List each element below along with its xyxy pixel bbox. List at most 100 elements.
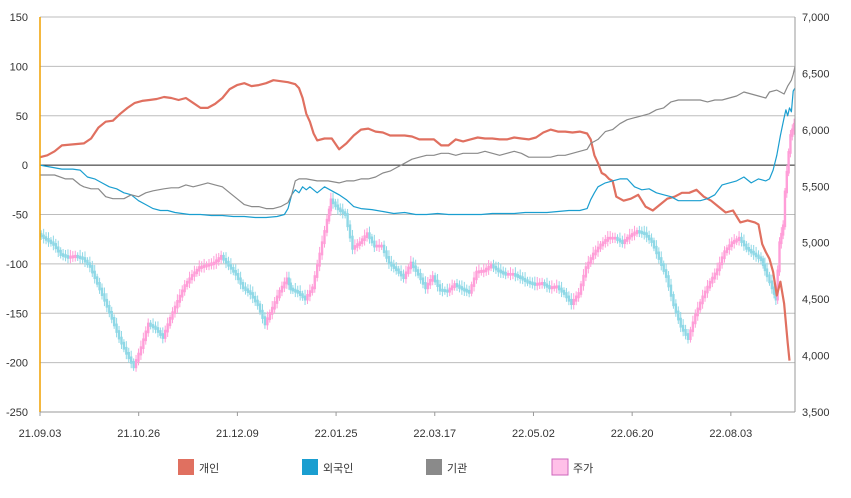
price-candle	[647, 234, 651, 241]
price-candle	[596, 246, 600, 253]
price-candle	[395, 266, 398, 272]
price-candle	[778, 241, 781, 273]
price-candle	[212, 261, 216, 266]
price-candle	[275, 295, 279, 304]
price-candle	[467, 289, 471, 294]
price-candle	[339, 207, 342, 213]
price-candle	[183, 284, 186, 293]
price-candle	[343, 211, 347, 216]
price-candle	[431, 275, 434, 282]
price-candle	[108, 304, 111, 314]
price-candle	[635, 230, 639, 235]
price-candle	[190, 274, 194, 281]
price-candle	[294, 288, 297, 293]
price-candle	[443, 289, 447, 293]
price-candle	[134, 359, 138, 369]
price-candle	[757, 254, 760, 260]
price-candle	[616, 236, 619, 242]
price-candle	[433, 275, 437, 283]
price-candle	[482, 269, 485, 273]
price-candle	[562, 289, 566, 295]
price-candle	[42, 234, 45, 239]
price-candles	[40, 118, 796, 372]
price-candle	[660, 257, 663, 266]
price-candle	[752, 250, 755, 256]
price-candle	[348, 224, 352, 239]
price-candle	[115, 323, 118, 333]
price-candle	[484, 267, 488, 273]
price-candle	[341, 209, 344, 214]
price-candle	[105, 298, 109, 308]
price-candle	[504, 271, 507, 276]
price-candle	[414, 265, 417, 272]
price-candle	[261, 309, 264, 319]
price-candle	[480, 269, 483, 274]
x-tick-label: 22.05.02	[512, 428, 555, 440]
y-right-tick-label: 6,500	[802, 68, 830, 80]
series-line-foreign	[39, 87, 796, 219]
price-candle	[402, 273, 405, 280]
price-candle	[407, 266, 410, 275]
x-tick-label: 21.12.09	[216, 428, 259, 440]
price-candle	[368, 232, 371, 240]
price-candle	[686, 333, 690, 340]
price-candle	[626, 236, 629, 242]
x-tick-label: 21.09.03	[19, 428, 62, 440]
axes: 150 100 50 0 -50 -100 -150 -200 -250 3,500 4,000 4,…	[6, 12, 830, 440]
price-candle	[251, 292, 254, 299]
price-candle	[570, 298, 573, 306]
y-right-tick-label: 3,500	[802, 407, 830, 419]
price-candle	[572, 298, 575, 306]
price-candle	[375, 244, 378, 248]
grid-lines	[40, 16, 795, 364]
price-candle	[720, 256, 724, 266]
price-candle	[594, 249, 597, 256]
price-candle	[674, 303, 678, 314]
y-left-tick-label: -200	[6, 358, 28, 370]
price-candle	[195, 268, 199, 275]
price-candle	[761, 258, 765, 267]
price-candle	[234, 269, 237, 276]
price-candle	[677, 310, 680, 321]
price-candle	[346, 213, 349, 228]
price-candle	[645, 232, 648, 238]
y-left-tick-label: 100	[10, 61, 28, 73]
price-candle	[497, 267, 500, 273]
price-candle	[241, 281, 245, 290]
price-candle	[110, 310, 113, 320]
price-candle	[268, 312, 271, 321]
price-candle	[450, 285, 454, 291]
price-candle	[378, 244, 381, 248]
price-candle	[129, 356, 133, 364]
price-candle	[733, 239, 736, 245]
legend-label-price: 주가	[573, 462, 593, 475]
price-candle	[83, 257, 87, 263]
price-candle	[618, 238, 622, 243]
price-candle	[604, 239, 607, 245]
price-candle	[429, 278, 432, 286]
price-candle	[100, 287, 104, 296]
price-candle	[156, 327, 160, 333]
price-candle	[419, 272, 422, 281]
price-candle	[365, 232, 369, 239]
y-left-tick-label: -50	[12, 210, 28, 222]
price-candle	[313, 275, 316, 290]
legend-label-foreign: 외국인	[323, 462, 353, 475]
price-candle	[436, 279, 439, 287]
y-right-tick-label: 5,000	[802, 238, 830, 250]
price-candle	[780, 232, 783, 245]
price-candle	[81, 256, 84, 260]
price-candle	[623, 239, 626, 245]
price-candle	[380, 244, 383, 248]
price-candle	[633, 231, 636, 236]
price-candle	[776, 269, 779, 301]
series-line-individual	[39, 79, 791, 361]
price-candle	[506, 272, 510, 276]
price-candle	[589, 257, 592, 265]
price-candle	[390, 261, 393, 267]
price-candle	[278, 289, 281, 299]
legend-swatch-individual	[178, 459, 194, 475]
price-candle	[207, 263, 211, 267]
price-candle	[47, 237, 50, 243]
